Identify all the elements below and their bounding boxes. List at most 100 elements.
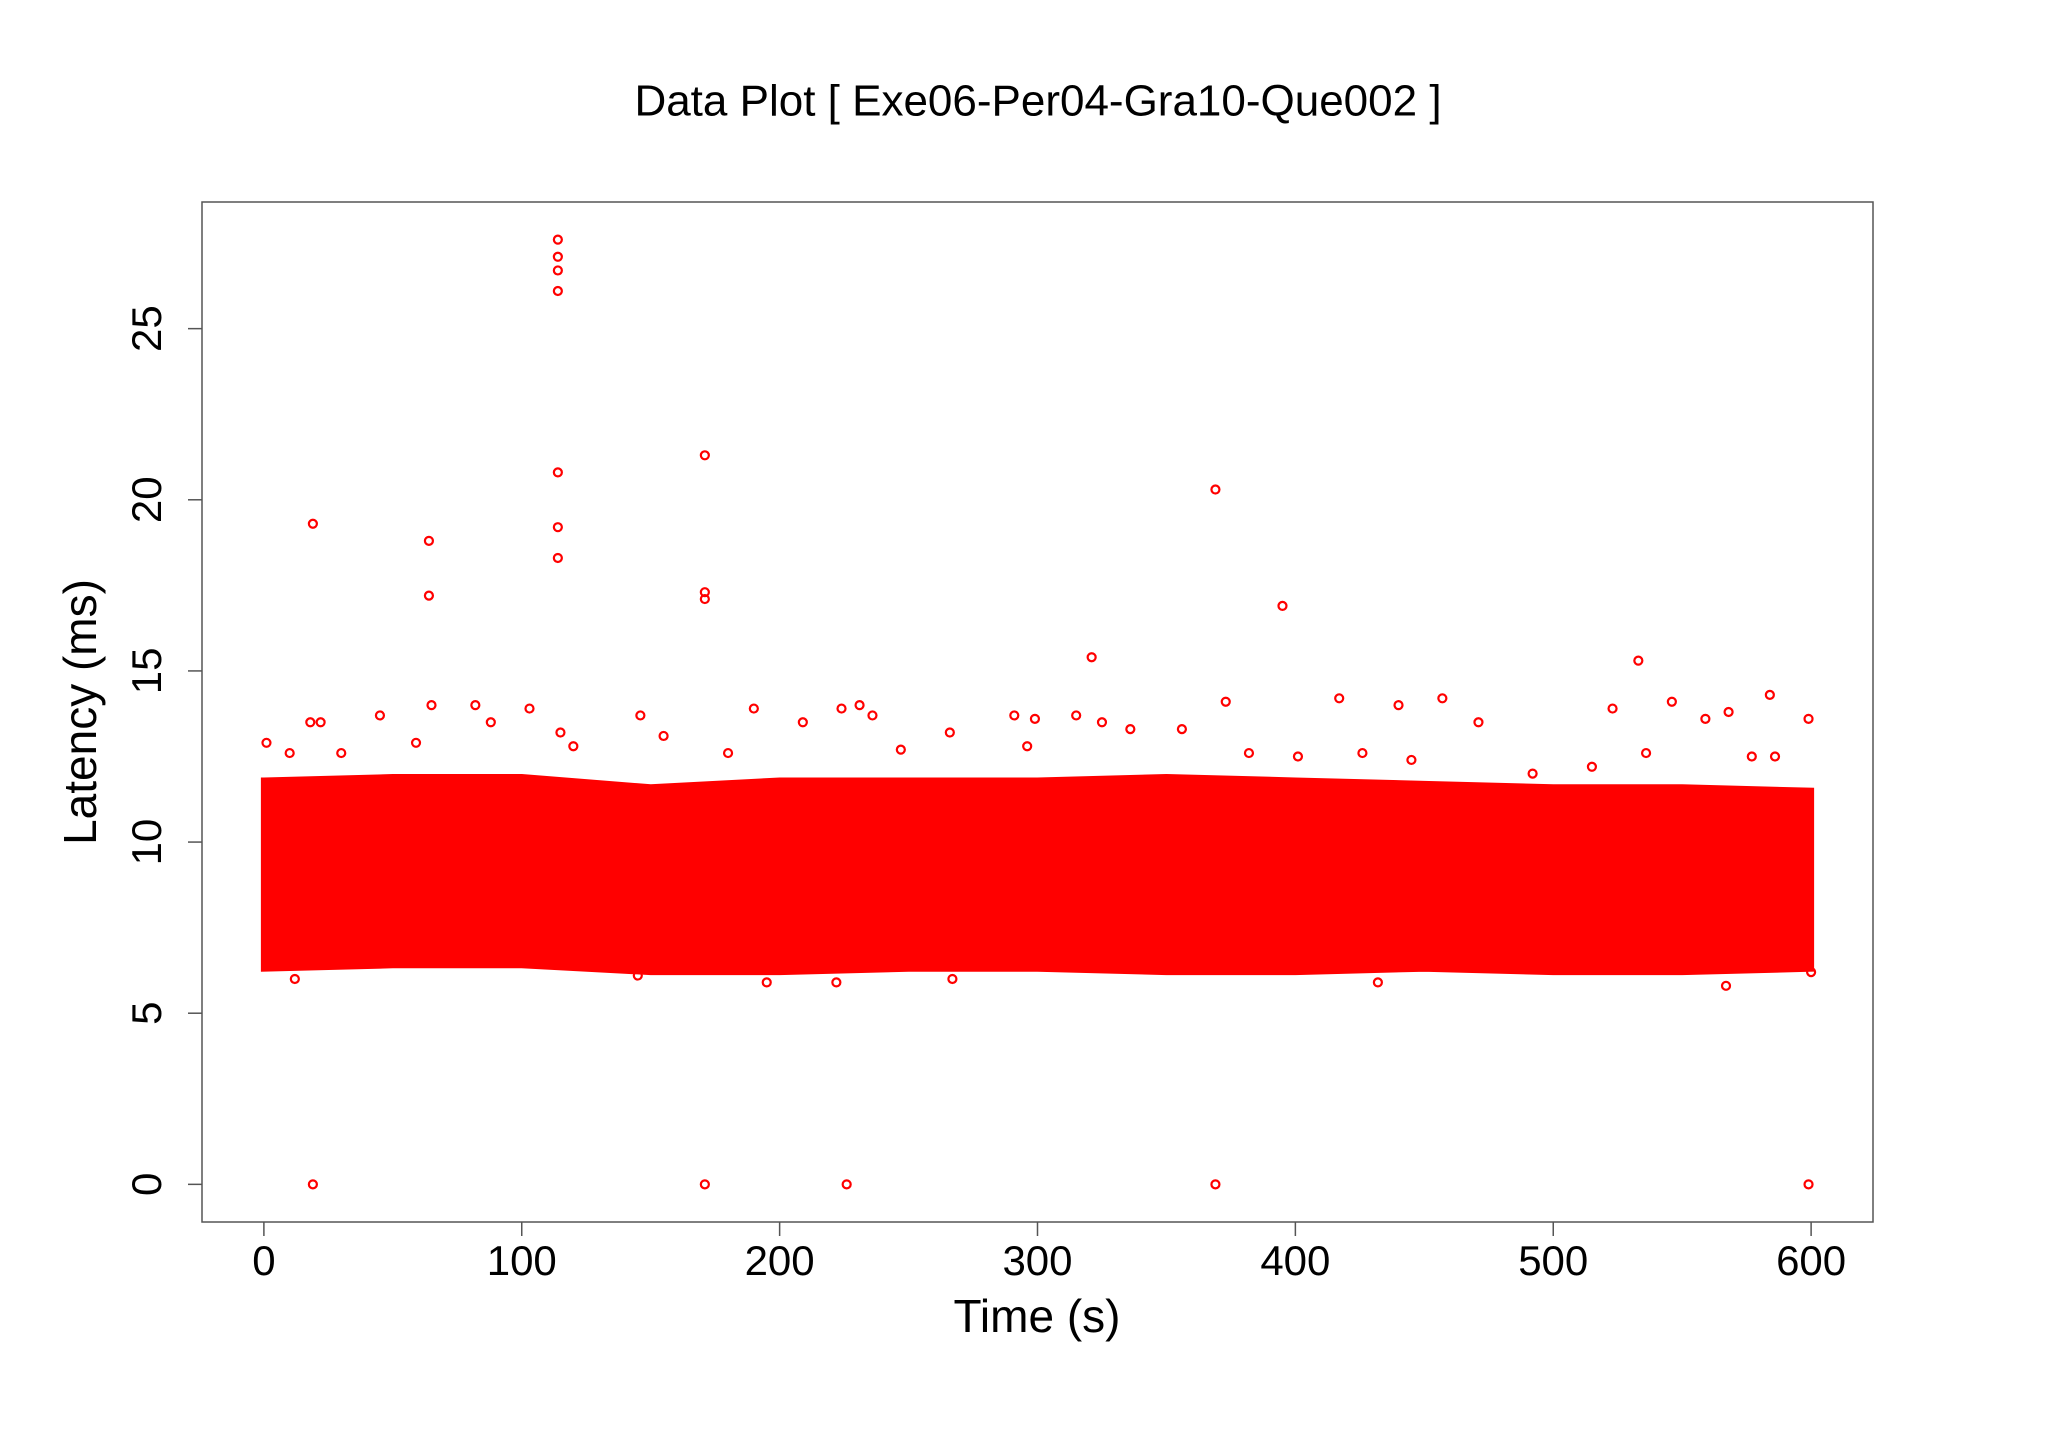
point bbox=[722, 747, 734, 759]
point bbox=[1210, 1179, 1221, 1190]
x-tick-label: 100 bbox=[487, 1237, 557, 1284]
point bbox=[485, 717, 496, 728]
point bbox=[1803, 1179, 1814, 1190]
point bbox=[1220, 696, 1231, 707]
point bbox=[1764, 689, 1775, 700]
x-tick-label: 400 bbox=[1260, 1237, 1330, 1284]
point bbox=[1393, 700, 1404, 711]
point bbox=[699, 587, 710, 598]
point bbox=[423, 535, 435, 546]
point bbox=[1009, 710, 1020, 721]
point bbox=[1473, 717, 1484, 728]
point bbox=[284, 747, 295, 759]
y-tick-label: 5 bbox=[123, 1002, 170, 1025]
point bbox=[1406, 754, 1417, 766]
point bbox=[524, 703, 535, 714]
y-axis-title: Latency (ms) bbox=[54, 579, 106, 845]
point bbox=[1125, 724, 1136, 735]
point bbox=[1700, 713, 1711, 724]
point bbox=[1022, 741, 1033, 752]
point bbox=[831, 977, 842, 988]
point bbox=[1720, 980, 1732, 991]
point bbox=[1723, 706, 1734, 718]
x-tick-label: 600 bbox=[1776, 1237, 1846, 1284]
point bbox=[699, 1179, 710, 1190]
point bbox=[1029, 713, 1041, 724]
point bbox=[1176, 724, 1188, 735]
point bbox=[307, 1179, 318, 1190]
x-tick-label: 200 bbox=[745, 1237, 815, 1284]
point bbox=[552, 552, 563, 564]
point bbox=[658, 730, 669, 742]
point bbox=[947, 973, 958, 985]
x-tick-label: 500 bbox=[1518, 1237, 1588, 1284]
x-axis-title: Time (s) bbox=[954, 1290, 1121, 1342]
point bbox=[1096, 717, 1108, 728]
y-tick-label: 15 bbox=[123, 648, 170, 695]
point bbox=[895, 744, 906, 755]
x-tick-label: 300 bbox=[1002, 1237, 1072, 1284]
plot-frame bbox=[201, 201, 1874, 1223]
point bbox=[307, 518, 318, 529]
point bbox=[426, 700, 437, 711]
y-tick-label: 20 bbox=[123, 476, 170, 523]
point bbox=[1210, 484, 1221, 495]
point bbox=[1277, 600, 1288, 611]
point bbox=[1357, 747, 1368, 759]
y-tick-label: 25 bbox=[123, 305, 170, 352]
point bbox=[568, 741, 579, 752]
point bbox=[699, 593, 710, 605]
point bbox=[699, 450, 710, 461]
point bbox=[1372, 977, 1383, 988]
point bbox=[552, 285, 563, 297]
point bbox=[1803, 713, 1814, 724]
point bbox=[761, 977, 772, 988]
point bbox=[1586, 761, 1598, 772]
point bbox=[1607, 703, 1618, 714]
point bbox=[944, 727, 955, 738]
point bbox=[1243, 747, 1255, 759]
chart-title: Data Plot [ Exe06-Per04-Gra10-Que002 ] bbox=[634, 77, 1441, 126]
point bbox=[410, 737, 422, 748]
point bbox=[854, 700, 865, 711]
point bbox=[1666, 696, 1677, 707]
point bbox=[336, 747, 347, 759]
point bbox=[261, 737, 272, 748]
point bbox=[552, 522, 563, 533]
point bbox=[1527, 768, 1538, 779]
x-tick-label: 0 bbox=[252, 1237, 275, 1284]
point bbox=[635, 710, 646, 721]
point bbox=[797, 717, 808, 728]
point bbox=[315, 717, 326, 728]
point bbox=[1334, 693, 1345, 704]
point bbox=[1086, 652, 1097, 663]
point bbox=[305, 717, 316, 728]
y-tick-label: 0 bbox=[123, 1173, 170, 1196]
point bbox=[1633, 655, 1644, 666]
y-tick-label: 10 bbox=[123, 819, 170, 866]
point bbox=[552, 251, 563, 262]
point bbox=[1640, 747, 1652, 759]
point bbox=[470, 700, 481, 711]
dense-band bbox=[260, 774, 1815, 976]
point bbox=[836, 703, 847, 714]
point bbox=[555, 727, 566, 738]
point bbox=[423, 590, 435, 601]
point bbox=[1746, 751, 1757, 762]
point bbox=[1806, 967, 1817, 978]
point bbox=[867, 710, 878, 721]
point bbox=[1769, 751, 1781, 762]
point bbox=[289, 973, 300, 985]
point bbox=[1437, 693, 1448, 704]
point bbox=[1292, 751, 1304, 762]
point bbox=[1071, 710, 1082, 721]
point bbox=[552, 467, 563, 478]
point bbox=[841, 1179, 852, 1190]
point bbox=[748, 703, 759, 714]
point bbox=[552, 234, 563, 245]
point bbox=[552, 265, 563, 276]
point bbox=[632, 970, 643, 981]
point bbox=[374, 710, 386, 721]
